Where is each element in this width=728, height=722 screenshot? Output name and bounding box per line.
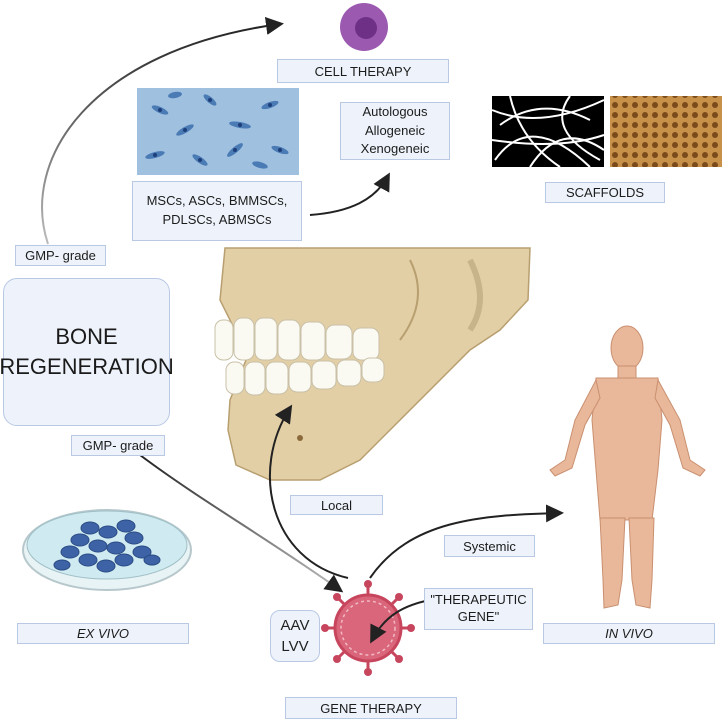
ex-vivo-label: EX VIVO (17, 623, 189, 644)
therapeutic-gene-line-2: GENE" (457, 609, 500, 624)
human-body-illustration (549, 325, 706, 609)
gmp-grade-label-bottom: GMP- grade (71, 435, 165, 456)
donor-type-autologous: Autologous (362, 103, 428, 119)
vector-types-box: AAV LVV (270, 610, 320, 662)
vector-lvv: LVV (281, 638, 309, 655)
microscopy-image (137, 88, 299, 175)
cell-icon (340, 3, 388, 51)
donor-types-box: Autologous Allogeneic Xenogeneic (340, 102, 450, 160)
arrow-local (269, 404, 349, 579)
donor-type-xenogeneic: Xenogeneic (360, 141, 430, 157)
skull-illustration (214, 247, 531, 481)
bone-regeneration-line-1: BONE (55, 324, 118, 350)
porous-scaffold-image (610, 96, 722, 167)
bone-regeneration-line-2: REGENERATION (0, 354, 174, 379)
systemic-label: Systemic (444, 535, 535, 557)
stem-cells-box: MSCs, ASCs, BMMSCs, PDLSCs, ABMSCs (132, 181, 302, 241)
therapeutic-gene-line-1: "THERAPEUTIC (430, 592, 527, 608)
virus-icon (321, 580, 415, 676)
arrow-therapeutic-gene (370, 599, 431, 644)
arrow-to-cell-therapy (41, 16, 284, 245)
scaffolds-label: SCAFFOLDS (545, 182, 665, 203)
donor-type-allogeneic: Allogeneic (365, 122, 425, 138)
therapeutic-gene-box: "THERAPEUTIC GENE" (424, 588, 533, 630)
gmp-grade-label-top: GMP- grade (15, 245, 106, 266)
stem-cells-line-2: PDLSCs, ABMSCs (162, 212, 272, 227)
cell-therapy-label: CELL THERAPY (277, 59, 449, 83)
fiber-scaffold-image (491, 95, 605, 168)
arrow-to-donor-types (309, 172, 390, 216)
gene-therapy-label: GENE THERAPY (285, 697, 457, 719)
arrow-systemic (369, 504, 564, 579)
vector-aav: AAV (280, 617, 310, 634)
bone-regeneration-title: BONE REGENERATION (0, 278, 174, 426)
stem-cells-line-1: MSCs, ASCs, BMMSCs, (146, 193, 288, 209)
petri-dish-illustration (22, 509, 192, 591)
in-vivo-label: IN VIVO (543, 623, 715, 644)
arrow-to-gene-therapy (139, 454, 344, 593)
local-label: Local (290, 495, 383, 515)
